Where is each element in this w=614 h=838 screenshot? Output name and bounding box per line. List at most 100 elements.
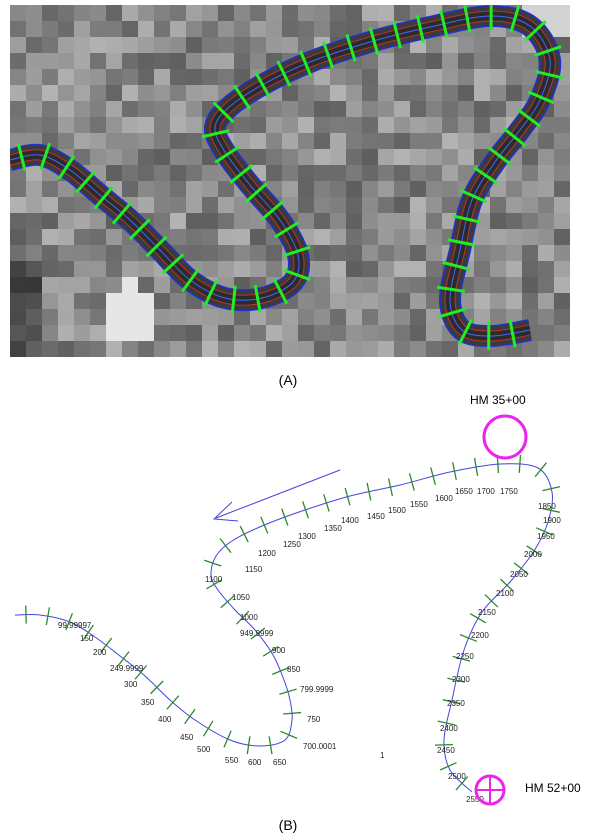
pixel [538, 293, 554, 309]
pixel [74, 213, 90, 229]
pixel [154, 181, 170, 197]
pixel [218, 213, 234, 229]
pixel [58, 325, 74, 341]
cross-tick [281, 731, 298, 738]
station-label: 600 [248, 758, 262, 767]
pixel [394, 341, 410, 357]
station-label: 400 [158, 715, 172, 724]
pixel [298, 293, 314, 309]
pixel [42, 37, 58, 53]
cross-tick [204, 560, 221, 566]
pixel [538, 229, 554, 245]
pixel [170, 309, 186, 325]
pixel [362, 277, 378, 293]
pixel [106, 101, 122, 117]
pixel [458, 37, 474, 53]
pixel [26, 229, 42, 245]
cross-tick [261, 517, 268, 534]
pixel [250, 149, 266, 165]
pixel [26, 69, 42, 85]
pixel [554, 117, 570, 133]
pixel [426, 181, 442, 197]
pixel [362, 309, 378, 325]
pixel [410, 325, 426, 341]
pixel [58, 37, 74, 53]
pixel [474, 229, 490, 245]
pixel [186, 133, 202, 149]
pixel [266, 37, 282, 53]
pixel [186, 181, 202, 197]
pixel [122, 261, 138, 277]
pixel [522, 341, 538, 357]
pixel [250, 133, 266, 149]
pixel [330, 21, 346, 37]
pixel [314, 149, 330, 165]
pixel [362, 325, 378, 341]
pixel [154, 277, 170, 293]
pixel [538, 5, 554, 21]
pixel [314, 69, 330, 85]
pixel [330, 245, 346, 261]
pixel [490, 53, 506, 69]
pixel [26, 21, 42, 37]
pixel [282, 133, 298, 149]
pixel [506, 181, 522, 197]
pixel [154, 21, 170, 37]
pixel [410, 53, 426, 69]
pixel [26, 197, 42, 213]
pixel [346, 309, 362, 325]
pixel [538, 181, 554, 197]
pixel [506, 261, 522, 277]
pixel [10, 325, 26, 341]
pixel [122, 37, 138, 53]
pixel [42, 53, 58, 69]
pixel [442, 149, 458, 165]
pixel [394, 293, 410, 309]
pixel [282, 149, 298, 165]
pixel [250, 37, 266, 53]
pixel [10, 21, 26, 37]
station-label: 350 [141, 698, 155, 707]
pixel [378, 277, 394, 293]
note: 1 [380, 751, 385, 760]
station-label: 750 [307, 715, 321, 724]
pixel [426, 277, 442, 293]
pixel [138, 325, 154, 341]
pixel [394, 101, 410, 117]
pixel [506, 245, 522, 261]
station-label: 2100 [496, 589, 514, 598]
pixel [186, 117, 202, 133]
pixel [138, 261, 154, 277]
pixel [314, 293, 330, 309]
pixel [298, 85, 314, 101]
pixel [74, 133, 90, 149]
pixel [138, 5, 154, 21]
pixel [122, 245, 138, 261]
pixel [282, 5, 298, 21]
pixel [346, 277, 362, 293]
station-label: 1050 [232, 593, 250, 602]
cross-tick [204, 721, 213, 736]
pixel [10, 85, 26, 101]
station-label: 2350 [447, 699, 465, 708]
pixel [426, 197, 442, 213]
pixel [138, 165, 154, 181]
pixel [426, 85, 442, 101]
pixel [554, 165, 570, 181]
pixel [490, 117, 506, 133]
pixel [538, 341, 554, 357]
pixel [282, 117, 298, 133]
station-label: 2300 [452, 675, 470, 684]
marker-label: HM 52+00 [525, 781, 581, 795]
pixel [10, 117, 26, 133]
pixel [426, 69, 442, 85]
pixel [522, 149, 538, 165]
pixel [442, 133, 458, 149]
station-label: 850 [287, 665, 301, 674]
pixel [202, 37, 218, 53]
pixel [10, 37, 26, 53]
pixel [170, 53, 186, 69]
pixel [10, 181, 26, 197]
pixel [490, 293, 506, 309]
pixel [314, 229, 330, 245]
